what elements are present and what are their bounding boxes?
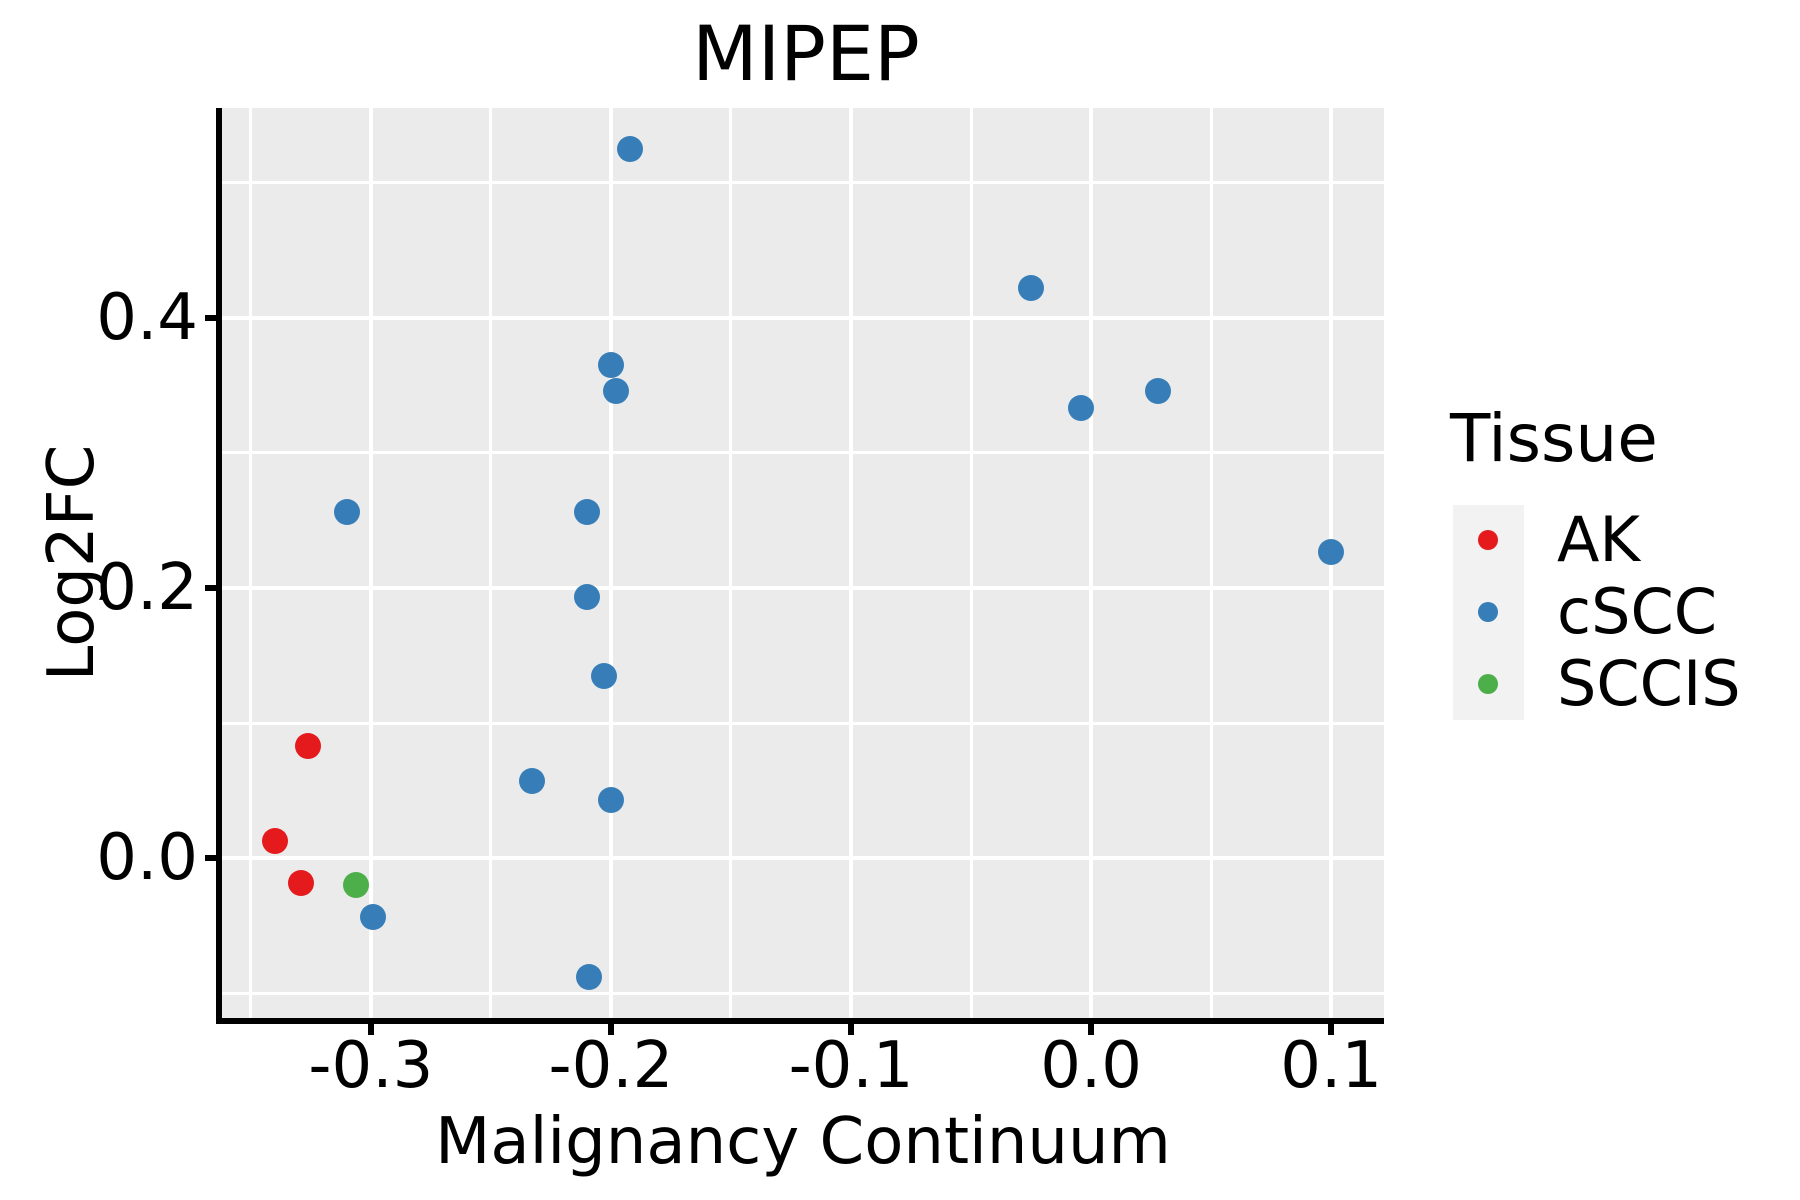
plot-panel xyxy=(216,108,1384,1024)
y-tick-label: 0.0 xyxy=(96,821,198,896)
y-minor-gridline xyxy=(222,180,1384,184)
y-minor-gridline xyxy=(222,451,1384,455)
legend-dot-ak xyxy=(1478,530,1498,550)
x-major-gridline xyxy=(368,108,373,1018)
data-point-sccis xyxy=(343,872,370,899)
y-major-gridline xyxy=(222,856,1384,861)
x-major-gridline xyxy=(1089,108,1094,1018)
x-minor-gridline xyxy=(969,108,973,1018)
x-axis-tick xyxy=(1088,1024,1095,1035)
y-major-gridline xyxy=(222,586,1384,590)
data-point-cscc xyxy=(1318,538,1345,565)
y-axis-tick xyxy=(205,314,216,321)
legend-label-sccis: SCCIS xyxy=(1557,647,1741,720)
data-point-cscc xyxy=(573,499,600,526)
legend-dot-sccis xyxy=(1478,674,1498,694)
data-point-ak xyxy=(261,827,288,854)
data-point-cscc xyxy=(360,903,387,930)
y-tick-label: 0.4 xyxy=(96,280,198,355)
data-point-cscc xyxy=(576,964,603,991)
y-major-gridline xyxy=(222,315,1384,320)
data-point-cscc xyxy=(518,768,545,795)
y-axis-tick xyxy=(205,855,216,862)
data-point-cscc xyxy=(333,499,360,526)
data-point-cscc xyxy=(1068,395,1095,422)
legend-dot-cscc xyxy=(1478,602,1498,622)
x-minor-gridline xyxy=(1209,108,1213,1018)
x-minor-gridline xyxy=(489,108,493,1018)
data-point-ak xyxy=(288,869,315,896)
legend-label-ak: AK xyxy=(1557,503,1641,576)
data-point-cscc xyxy=(590,662,617,689)
x-tick-label: -0.2 xyxy=(548,1029,674,1103)
data-point-cscc xyxy=(597,351,624,378)
x-minor-gridline xyxy=(249,108,253,1018)
data-point-cscc xyxy=(617,135,644,162)
x-major-gridline xyxy=(849,108,854,1018)
x-axis-tick xyxy=(367,1024,374,1035)
y-minor-gridline xyxy=(222,992,1384,996)
data-point-cscc xyxy=(1145,377,1172,404)
y-axis-tick xyxy=(205,585,216,591)
x-major-gridline xyxy=(608,108,613,1018)
x-axis-tick xyxy=(848,1024,855,1035)
data-point-cscc xyxy=(573,584,600,611)
legend-label-cscc: cSCC xyxy=(1557,575,1718,648)
data-point-ak xyxy=(295,733,322,760)
x-tick-label: -0.3 xyxy=(308,1029,434,1103)
y-tick-label: 0.2 xyxy=(96,551,198,625)
data-point-cscc xyxy=(1018,274,1045,301)
plot-title: MIPEP xyxy=(692,9,920,98)
x-axis-tick xyxy=(607,1024,614,1035)
y-minor-gridline xyxy=(222,721,1384,725)
x-axis-title: Malignancy Continuum xyxy=(435,1105,1171,1179)
x-minor-gridline xyxy=(729,108,733,1018)
legend-title: Tissue xyxy=(1450,400,1658,477)
x-tick-label: 0.1 xyxy=(1280,1029,1383,1103)
data-point-cscc xyxy=(597,787,624,814)
x-tick-label: 0.0 xyxy=(1040,1029,1142,1103)
x-axis-tick xyxy=(1328,1024,1335,1035)
x-tick-label: -0.1 xyxy=(788,1029,914,1103)
data-point-cscc xyxy=(602,377,629,404)
